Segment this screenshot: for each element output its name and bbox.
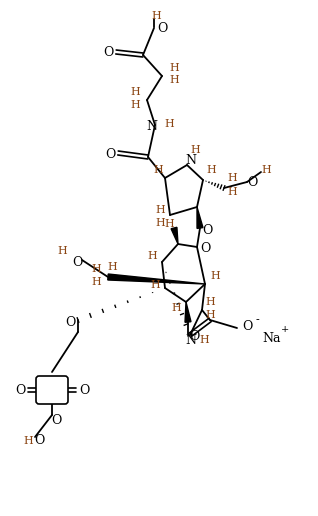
Polygon shape	[185, 302, 191, 322]
Text: H: H	[57, 246, 67, 256]
Text: O: O	[200, 241, 210, 254]
Text: H: H	[107, 262, 117, 272]
Text: H: H	[23, 436, 33, 446]
Text: O: O	[34, 434, 44, 447]
Text: H: H	[91, 277, 101, 287]
Text: O: O	[189, 330, 199, 343]
Text: H: H	[169, 63, 179, 73]
Text: H: H	[91, 264, 101, 274]
Text: H: H	[150, 280, 160, 290]
Text: H: H	[130, 87, 140, 97]
Polygon shape	[197, 207, 203, 229]
Text: O: O	[202, 223, 212, 236]
Text: H: H	[147, 251, 157, 261]
Text: H: H	[155, 218, 165, 228]
Text: O: O	[242, 319, 252, 332]
Text: O: O	[247, 176, 257, 189]
Text: H: H	[164, 119, 174, 129]
Polygon shape	[171, 227, 178, 244]
Text: H: H	[205, 297, 215, 307]
FancyBboxPatch shape	[36, 376, 68, 404]
Text: H: H	[210, 271, 220, 281]
Text: O: O	[79, 384, 89, 397]
Text: H: H	[227, 173, 237, 183]
Text: H: H	[151, 11, 161, 21]
Text: H: H	[164, 219, 174, 229]
Text: N: N	[185, 154, 197, 168]
Text: O: O	[72, 255, 82, 268]
Text: S: S	[47, 383, 57, 396]
Text: O: O	[157, 23, 167, 36]
Text: H: H	[190, 145, 200, 155]
Text: H: H	[130, 100, 140, 110]
Text: -: -	[255, 315, 259, 325]
Text: N: N	[147, 120, 157, 133]
Text: H: H	[199, 335, 209, 345]
Text: Na: Na	[263, 331, 281, 345]
Text: O: O	[103, 46, 113, 59]
Text: O: O	[51, 413, 61, 427]
Polygon shape	[108, 274, 205, 284]
Text: H: H	[169, 75, 179, 85]
Text: O: O	[65, 315, 75, 329]
Text: N: N	[185, 333, 197, 347]
Text: H: H	[155, 205, 165, 215]
Text: +: +	[281, 326, 289, 334]
Text: O: O	[15, 384, 25, 397]
Text: H: H	[261, 165, 271, 175]
Text: H: H	[206, 165, 216, 175]
Text: H: H	[227, 187, 237, 197]
Text: H: H	[153, 165, 163, 175]
Text: O: O	[105, 148, 115, 160]
Text: H: H	[171, 303, 181, 313]
Text: H: H	[205, 310, 215, 320]
